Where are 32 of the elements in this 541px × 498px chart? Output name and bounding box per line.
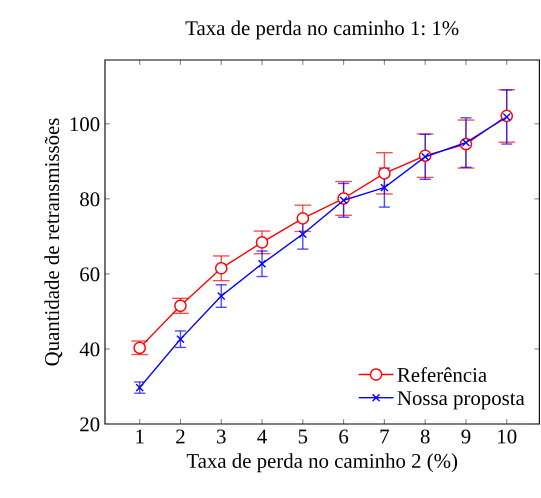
x-tick-label: 2 [176, 430, 185, 444]
y-tick-label: 40 [80, 342, 100, 356]
point [378, 167, 391, 180]
x-tick-label: 5 [298, 430, 308, 444]
x-tick-label: 8 [420, 429, 430, 444]
x-tick-label: 4 [257, 430, 267, 444]
point [133, 342, 146, 354]
point [174, 300, 187, 312]
x-tick-label: 6 [339, 430, 348, 444]
x-tick-label: 1 [136, 430, 144, 444]
x-axis-title: Taxa de perda no caminho 2 (%) [186, 453, 458, 472]
x-tick-label: 7 [380, 430, 389, 444]
point [258, 260, 266, 268]
point [217, 292, 226, 300]
x-tick-label: 3 [217, 430, 226, 444]
point [380, 183, 389, 192]
legend-label: Nossa proposta [398, 391, 525, 410]
y-axis-title: Quantidade de retransmissões [44, 118, 62, 366]
point [298, 230, 307, 238]
point [214, 262, 228, 275]
y-tick-label: 20 [80, 417, 100, 432]
point [176, 335, 185, 344]
point [256, 236, 268, 249]
y-tick-label: 80 [80, 192, 100, 206]
y-tick-label: 60 [80, 267, 100, 282]
point [136, 383, 144, 392]
y-tick-label: 100 [70, 117, 100, 132]
legend-label: Referência [398, 367, 487, 382]
x-tick-label: 10 [498, 429, 516, 444]
x-tick-label: 9 [461, 430, 470, 444]
point [296, 212, 310, 225]
chart-title: Taxa de perda no caminho 1: 1% [186, 20, 458, 40]
